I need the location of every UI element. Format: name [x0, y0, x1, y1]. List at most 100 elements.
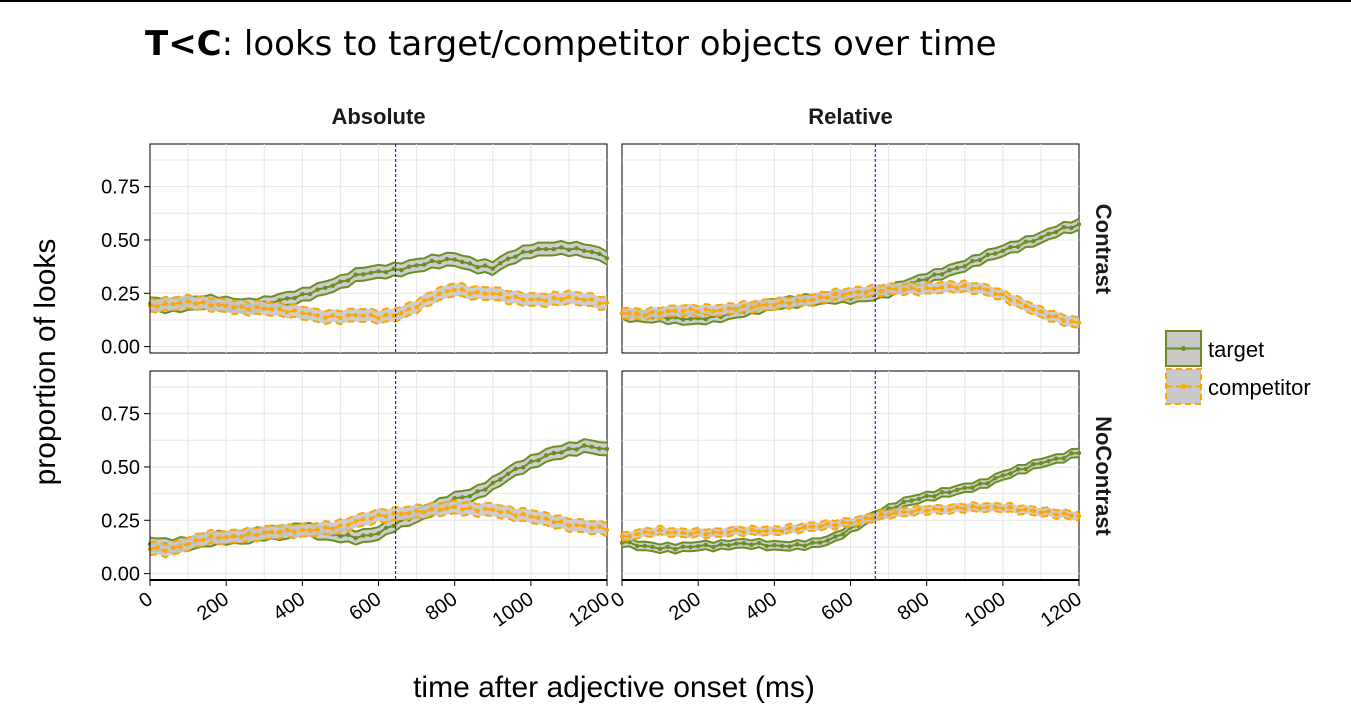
legend: target competitor: [1165, 330, 1311, 405]
competitor-point: [901, 287, 907, 292]
target-point: [726, 543, 731, 548]
competitor-point: [444, 506, 450, 511]
competitor-point: [985, 505, 990, 510]
competitor-point: [185, 298, 191, 304]
target-point: [840, 532, 846, 537]
competitor-point: [840, 520, 846, 525]
target-point: [368, 532, 374, 538]
target-point: [597, 251, 602, 257]
competitor-point: [726, 306, 731, 311]
competitor-point: [521, 297, 526, 302]
target-point: [383, 270, 389, 275]
y-tick-label: 0.50: [101, 457, 140, 479]
target-point: [688, 316, 693, 322]
target-point: [901, 499, 907, 505]
competitor-point: [1038, 309, 1044, 314]
competitor-point: [848, 290, 853, 296]
competitor-point: [756, 529, 762, 534]
competitor-point: [962, 506, 967, 511]
competitor-point: [871, 516, 876, 521]
competitor-point: [284, 309, 290, 315]
competitor-point: [665, 308, 670, 314]
panel-relative-nocontrast: [619, 370, 1082, 581]
target-point: [597, 446, 602, 451]
competitor-point: [269, 307, 275, 312]
competitor-point: [543, 516, 549, 521]
target-point: [1031, 461, 1036, 467]
target-point: [1038, 235, 1044, 240]
target-point: [680, 544, 686, 549]
competitor-point: [1038, 510, 1044, 515]
target-point: [1076, 222, 1082, 227]
competitor-point: [277, 306, 282, 312]
competitor-ribbon-lower-edge: [149, 294, 608, 326]
chart-title-rest: : looks to target/competitor objects ove…: [222, 24, 997, 64]
target-point: [429, 258, 435, 264]
competitor-point: [673, 308, 678, 313]
competitor-point: [307, 311, 313, 317]
competitor-point: [772, 302, 777, 308]
target-point: [345, 532, 351, 538]
competitor-point: [749, 527, 754, 532]
competitor-point: [361, 313, 366, 318]
competitor-point: [460, 287, 465, 292]
target-point: [635, 543, 640, 549]
competitor-point: [193, 537, 198, 543]
target-point: [574, 246, 579, 251]
competitor-point: [216, 302, 221, 307]
target-point: [970, 258, 975, 264]
competitor-point: [361, 516, 366, 522]
competitor-point: [559, 297, 564, 302]
target-point: [909, 498, 914, 503]
competitor-point: [513, 294, 518, 299]
competitor-point: [254, 305, 259, 310]
competitor-point: [231, 533, 236, 539]
panel-relative-contrast: [619, 143, 1082, 354]
competitor-point: [695, 309, 701, 314]
competitor-point: [1008, 504, 1013, 510]
competitor-point: [810, 524, 815, 529]
target-point: [932, 494, 937, 499]
competitor-point: [391, 313, 396, 318]
legend-label-competitor: competitor: [1208, 375, 1311, 400]
competitor-point: [216, 535, 221, 541]
target-point: [406, 264, 412, 269]
y-tick-label: 0.25: [101, 283, 140, 305]
target-point: [368, 270, 374, 276]
competitor-point: [604, 527, 610, 533]
y-axis-group: 0.00 0.25 0.50 0.75 0.00 0.25 0.50 0.75: [101, 144, 151, 586]
competitor-point: [460, 507, 465, 512]
competitor-point: [970, 504, 975, 509]
legend-label-target: target: [1208, 337, 1264, 362]
y-tick-label: 0.50: [101, 230, 140, 252]
competitor-point: [597, 301, 602, 306]
competitor-point: [909, 285, 914, 291]
competitor-point: [239, 304, 244, 309]
target-point: [993, 476, 998, 481]
target-point: [1038, 461, 1044, 466]
target-point: [1023, 239, 1028, 244]
y-tick-label: 0.00: [101, 564, 140, 586]
x-tick-label: 600: [345, 588, 385, 625]
competitor-ribbon-lower-edge: [621, 289, 1080, 329]
competitor-point: [467, 291, 473, 296]
competitor-point: [817, 524, 823, 529]
competitor-point: [475, 508, 480, 513]
target-point: [1061, 224, 1066, 230]
competitor-point: [498, 291, 503, 297]
target-point: [642, 543, 648, 549]
target-point: [543, 246, 549, 252]
target-point: [589, 249, 594, 255]
target-point: [482, 487, 488, 492]
competitor-point: [490, 291, 495, 296]
target-point: [513, 254, 518, 259]
competitor-point: [650, 530, 655, 536]
chart-title: T<C: looks to target/competitor objects …: [145, 24, 997, 64]
competitor-point: [597, 524, 602, 529]
target-point: [1031, 239, 1036, 244]
target-point: [536, 246, 541, 252]
competitor-point: [695, 529, 701, 535]
panel-absolute-nocontrast: [147, 370, 610, 581]
competitor-point: [163, 301, 168, 306]
target-point: [422, 262, 427, 267]
